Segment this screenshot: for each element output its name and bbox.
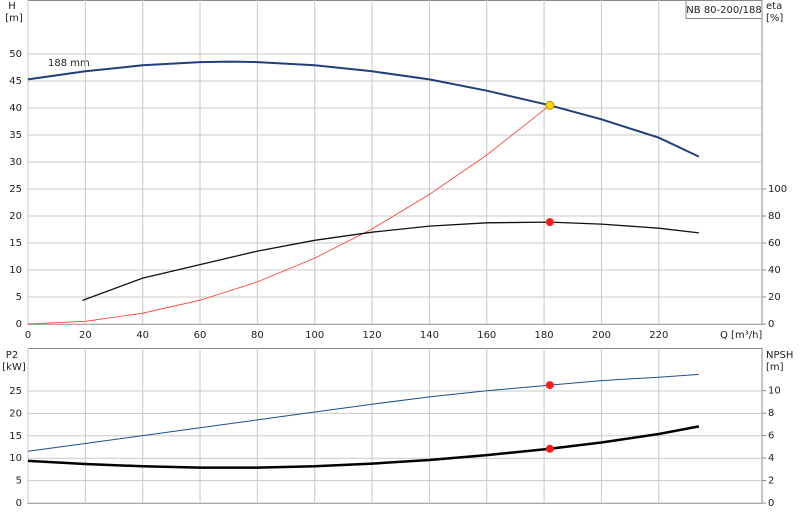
x-tick-label: 160 xyxy=(477,330,496,341)
x-tick-label: 40 xyxy=(136,330,149,341)
x-label: Q [m³/h] xyxy=(720,330,762,341)
y2-unit: [m] xyxy=(766,362,784,373)
operating-point xyxy=(545,218,554,227)
x-tick-label: 80 xyxy=(251,330,264,341)
y2-tick-label: 20 xyxy=(768,292,781,303)
y-tick-label: 15 xyxy=(9,238,22,249)
curve xyxy=(27,104,551,325)
y2-label: eta xyxy=(766,1,782,12)
operating-point xyxy=(545,444,554,453)
y-tick-label: 20 xyxy=(9,408,22,419)
y-tick-label: 5 xyxy=(16,292,22,303)
y-tick-label: 35 xyxy=(9,130,22,141)
y-tick-label: 15 xyxy=(9,431,22,442)
annotation: 188 mm xyxy=(48,58,90,69)
y-tick-label: 50 xyxy=(9,49,22,60)
y-tick-label: 0 xyxy=(16,319,22,330)
y-tick-label: 10 xyxy=(9,265,22,276)
y-tick-label: 0 xyxy=(16,498,22,509)
x-tick-label: 180 xyxy=(535,330,554,341)
y2-tick-label: 0 xyxy=(768,319,774,330)
y-tick-label: 5 xyxy=(16,476,22,487)
x-tick-label: 140 xyxy=(420,330,439,341)
y2-tick-label: 80 xyxy=(768,211,781,222)
curve xyxy=(27,425,700,469)
y2-tick-label: 4 xyxy=(768,453,774,464)
y2-tick-label: 40 xyxy=(768,265,781,276)
y-unit: [m] xyxy=(5,13,23,24)
x-tick-label: 60 xyxy=(194,330,207,341)
y-tick-label: 25 xyxy=(9,184,22,195)
y-tick-label: 25 xyxy=(9,386,22,397)
y2-tick-label: 0 xyxy=(768,498,774,509)
chart-title: NB 80-200/188 xyxy=(686,5,761,16)
y2-unit: [%] xyxy=(766,13,783,24)
x-tick-label: 200 xyxy=(592,330,611,341)
y-tick-label: 20 xyxy=(9,211,22,222)
y-tick-label: 30 xyxy=(9,157,22,168)
y2-tick-label: 100 xyxy=(768,184,787,195)
x-tick-label: 120 xyxy=(363,330,382,341)
x-tick-label: 20 xyxy=(79,330,92,341)
y-tick-label: 10 xyxy=(9,453,22,464)
x-tick-label: 0 xyxy=(25,330,31,341)
x-tick-label: 220 xyxy=(649,330,668,341)
y-tick-label: 45 xyxy=(9,76,22,87)
y2-tick-label: 10 xyxy=(768,386,781,397)
curve xyxy=(27,60,700,158)
y-label: H xyxy=(8,1,16,12)
y-label: P2 xyxy=(6,350,18,361)
curve xyxy=(27,373,699,452)
y-unit: [kW] xyxy=(2,362,26,373)
y2-tick-label: 6 xyxy=(768,431,774,442)
y2-tick-label: 2 xyxy=(768,476,774,487)
curve xyxy=(82,221,699,302)
operating-point xyxy=(545,100,555,110)
y2-tick-label: 60 xyxy=(768,238,781,249)
y2-tick-label: 8 xyxy=(768,408,774,419)
y2-label: NPSH xyxy=(766,350,793,361)
x-tick-label: 100 xyxy=(305,330,324,341)
y-tick-label: 40 xyxy=(9,103,22,114)
operating-point xyxy=(545,381,554,390)
